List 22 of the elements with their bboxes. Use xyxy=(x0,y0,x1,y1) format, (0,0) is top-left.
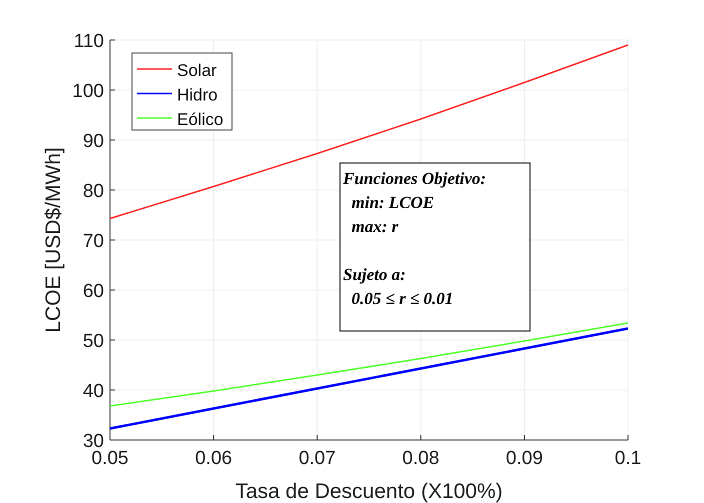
x-tick-label: 0.1 xyxy=(614,448,642,469)
x-tick-label: 0.08 xyxy=(402,448,440,469)
text: Funciones Objetivo: min: LCOE max: r Sujeto a: 0.05 ≤ r ≤ 0.01 xyxy=(343,169,486,308)
y-tick-label: 80 xyxy=(82,181,104,202)
y-tick-label: 60 xyxy=(82,281,104,302)
line-series xyxy=(109,44,629,220)
y-tick-label: 40 xyxy=(82,381,104,402)
y-tick-label: 110 xyxy=(74,31,104,52)
x-tick-label: 0.09 xyxy=(506,448,543,469)
y-tick-label: 70 xyxy=(82,231,104,252)
y-tick-label: 50 xyxy=(82,331,104,352)
line-series xyxy=(108,327,630,430)
line-series xyxy=(109,322,629,407)
legend-label: Hidro xyxy=(177,86,218,104)
x-tick-label: 0.07 xyxy=(298,448,336,469)
x-axis-title: Tasa de Descuento (X100%) xyxy=(235,480,503,503)
y-axis-title: LCOE [USD$/MWh] xyxy=(42,147,65,333)
y-tick-label: 100 xyxy=(72,81,104,102)
legend-label: Solar xyxy=(177,61,218,80)
legend-label: Eólico xyxy=(177,110,224,129)
y-tick-label: 90 xyxy=(82,131,104,152)
x-tick-label: 0.06 xyxy=(195,448,232,469)
